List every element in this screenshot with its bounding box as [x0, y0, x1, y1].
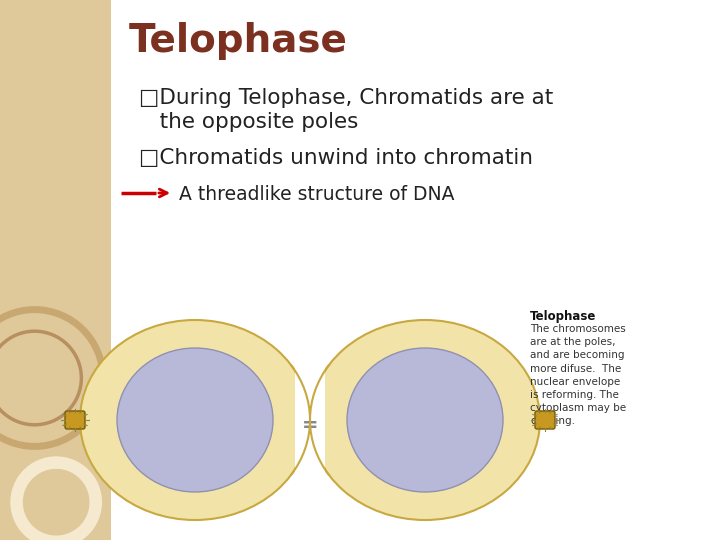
- Ellipse shape: [310, 320, 540, 520]
- Text: □Chromatids unwind into chromatin: □Chromatids unwind into chromatin: [139, 148, 533, 168]
- FancyBboxPatch shape: [535, 411, 555, 429]
- Ellipse shape: [347, 348, 503, 492]
- FancyBboxPatch shape: [65, 411, 85, 429]
- Bar: [295, 325, 325, 515]
- Text: the opposite poles: the opposite poles: [139, 112, 359, 132]
- Ellipse shape: [80, 320, 310, 520]
- Text: Telophase: Telophase: [530, 310, 596, 323]
- Text: A threadlike structure of DNA: A threadlike structure of DNA: [179, 185, 454, 204]
- Ellipse shape: [117, 348, 273, 492]
- Text: The chromosomes
are at the poles,
and are becoming
more difuse.  The
nuclear env: The chromosomes are at the poles, and ar…: [530, 324, 626, 427]
- Text: =: =: [302, 415, 318, 435]
- Text: Telophase: Telophase: [129, 22, 348, 60]
- Bar: [0, 0, 111, 540]
- Text: □During Telophase, Chromatids are at: □During Telophase, Chromatids are at: [139, 88, 553, 108]
